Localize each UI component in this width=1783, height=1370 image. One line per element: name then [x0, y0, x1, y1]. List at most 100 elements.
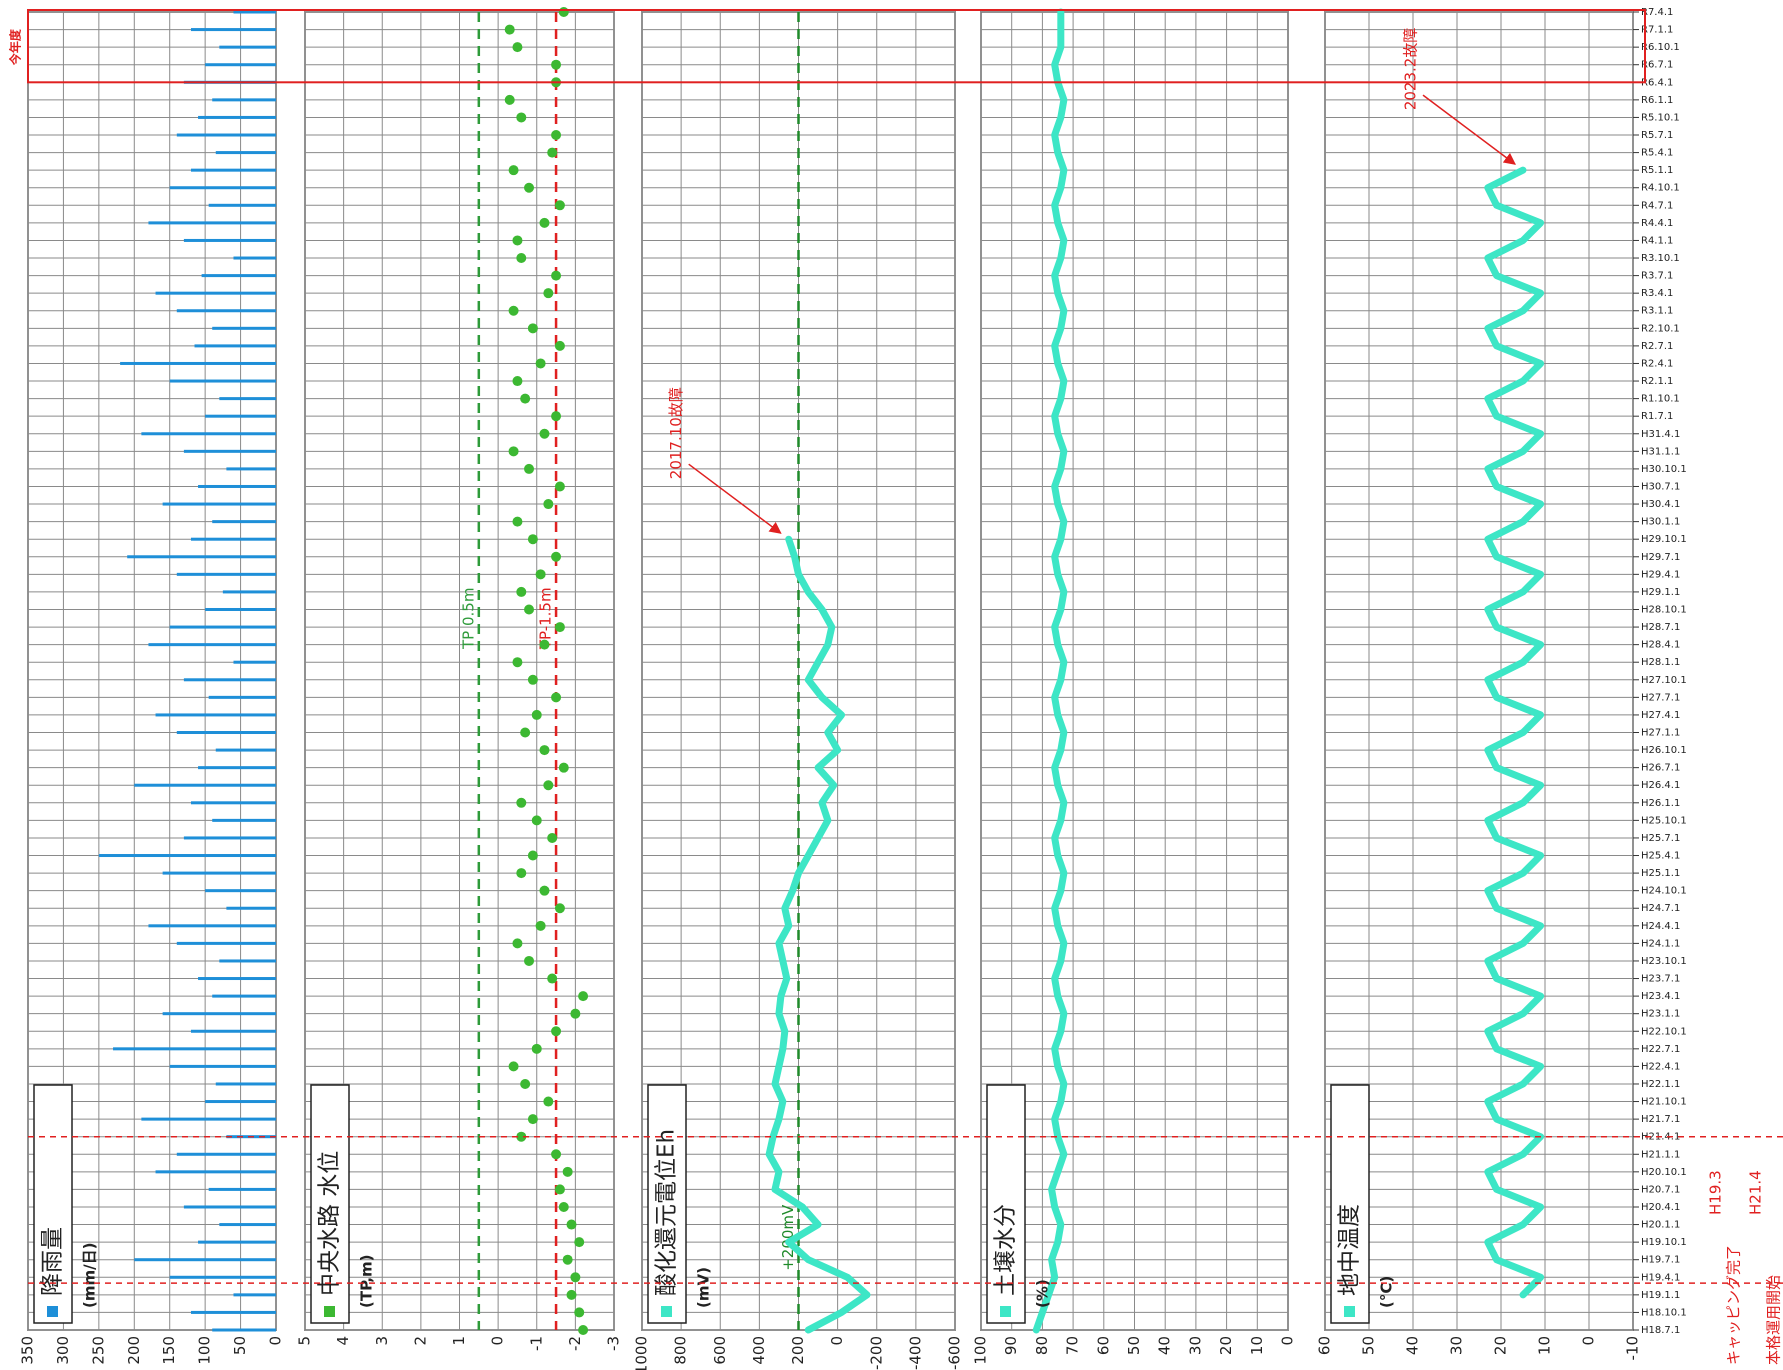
time-label: R3.7.1: [1641, 271, 1673, 282]
panel: [1324, 11, 1634, 1331]
bar: [183, 678, 276, 682]
current-period-box: [27, 9, 1646, 84]
point: [524, 604, 535, 615]
point: [527, 674, 538, 685]
point: [504, 94, 515, 105]
bar: [162, 502, 276, 506]
unit-label: (°C): [1378, 1276, 1396, 1308]
point: [570, 1272, 581, 1283]
y-tick-label: 30: [1186, 1336, 1204, 1355]
point: [551, 551, 562, 562]
y-tick-label: 0: [489, 1336, 507, 1346]
bar: [198, 977, 276, 981]
bar: [215, 748, 276, 752]
y-tick-label: 70: [1064, 1336, 1082, 1355]
unit-label: (TP,m): [358, 1254, 376, 1308]
time-label: H23.4.1: [1641, 991, 1680, 1002]
time-label: H20.10.1: [1641, 1167, 1687, 1178]
point: [543, 1096, 554, 1107]
bar: [155, 1170, 276, 1174]
time-label: H22.1.1: [1641, 1079, 1680, 1090]
bar: [169, 625, 276, 629]
legend-marker: [661, 1306, 672, 1317]
point: [558, 1201, 569, 1212]
time-label: H28.1.1: [1641, 657, 1680, 668]
time-label: R7.1.1: [1641, 25, 1673, 36]
bar: [190, 1310, 276, 1314]
time-label: H22.10.1: [1641, 1026, 1687, 1037]
time-label: R2.7.1: [1641, 341, 1673, 352]
point: [531, 709, 542, 720]
time-label: H19.7.1: [1641, 1255, 1680, 1266]
time-label: R6.4.1: [1641, 77, 1673, 88]
time-label: H24.1.1: [1641, 938, 1680, 949]
bar: [176, 1152, 276, 1156]
bar: [205, 1100, 276, 1104]
legend-marker: [1344, 1306, 1355, 1317]
y-tick-label: -600: [946, 1336, 964, 1370]
time-label: H30.1.1: [1641, 517, 1680, 528]
time-label: H23.1.1: [1641, 1009, 1680, 1020]
bar: [233, 1293, 276, 1297]
point: [551, 411, 562, 422]
point: [524, 463, 535, 474]
time-label: R1.10.1: [1641, 394, 1680, 405]
point: [539, 639, 550, 650]
bar: [198, 1240, 276, 1244]
y-tick-label: 3: [373, 1336, 391, 1346]
point: [562, 1254, 573, 1265]
bar: [155, 713, 276, 717]
time-label: H20.1.1: [1641, 1220, 1680, 1231]
point: [535, 569, 546, 580]
y-tick-label: 80: [1033, 1336, 1051, 1355]
time-label: H18.10.1: [1641, 1307, 1687, 1318]
bar: [162, 1012, 276, 1016]
point: [539, 217, 550, 228]
bar: [98, 854, 276, 858]
event-date: H19.3: [1707, 1170, 1725, 1215]
y-tick-label: 5: [296, 1336, 314, 1346]
legend-label: 土壌水分: [993, 1204, 1019, 1296]
y-tick-label: 600: [711, 1336, 729, 1365]
bar: [198, 484, 276, 488]
point: [524, 182, 535, 193]
point: [551, 1026, 562, 1037]
time-label: H19.1.1: [1641, 1290, 1680, 1301]
bar: [215, 1082, 276, 1086]
time-label: H22.4.1: [1641, 1061, 1680, 1072]
y-tick-label: 300: [54, 1336, 72, 1365]
point: [551, 130, 562, 141]
bar: [148, 924, 276, 928]
point: [547, 832, 558, 843]
bar: [120, 361, 276, 365]
bar: [212, 98, 276, 102]
time-label: H21.1.1: [1641, 1149, 1680, 1160]
point: [570, 1008, 581, 1019]
time-label: H22.7.1: [1641, 1044, 1680, 1055]
time-label: R3.10.1: [1641, 253, 1680, 264]
y-tick-label: 90: [1002, 1336, 1020, 1355]
point: [527, 534, 538, 545]
time-label: H28.10.1: [1641, 604, 1687, 615]
time-label: H27.10.1: [1641, 675, 1687, 686]
time-label: H19.10.1: [1641, 1237, 1687, 1248]
time-label: H21.10.1: [1641, 1097, 1687, 1108]
time-label: R6.10.1: [1641, 42, 1680, 53]
bar: [219, 45, 276, 49]
y-tick-label: 4: [334, 1336, 352, 1346]
unit-label: (%): [1034, 1279, 1052, 1308]
bar: [176, 941, 276, 945]
bar: [176, 309, 276, 313]
time-label: H26.1.1: [1641, 798, 1680, 809]
y-tick-label: 100: [972, 1336, 990, 1365]
bar: [176, 572, 276, 576]
bar: [183, 836, 276, 840]
point: [516, 253, 527, 264]
point: [551, 59, 562, 70]
point: [539, 885, 550, 896]
time-label: R5.1.1: [1641, 165, 1673, 176]
point: [508, 446, 519, 457]
time-label: H31.1.1: [1641, 446, 1680, 457]
y-tick-label: 50: [231, 1336, 249, 1355]
